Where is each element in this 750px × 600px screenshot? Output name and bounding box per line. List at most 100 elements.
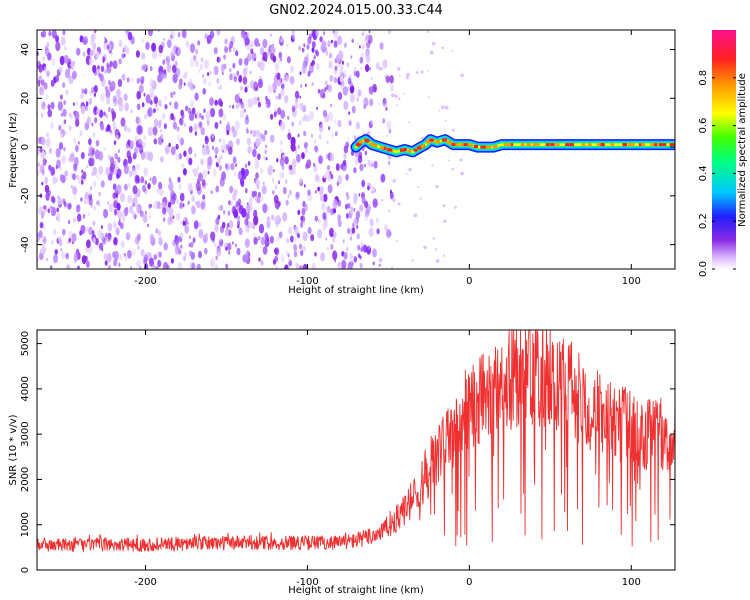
noise-speck: [199, 63, 203, 71]
noise-speck: [166, 39, 172, 49]
noise-speck: [324, 222, 326, 226]
noise-speck: [114, 153, 118, 160]
noise-speck: [170, 51, 175, 59]
noise-speck: [185, 40, 190, 48]
noise-speck: [442, 254, 445, 257]
noise-speck: [108, 154, 111, 160]
noise-speck: [224, 228, 230, 237]
noise-speck: [349, 236, 353, 241]
noise-speck: [228, 200, 231, 206]
noise-speck: [73, 163, 78, 172]
noise-speck: [327, 176, 331, 182]
noise-speck: [321, 40, 327, 50]
noise-speck: [189, 250, 193, 257]
signal-peak-mark: [610, 143, 615, 147]
noise-speck: [274, 184, 278, 190]
noise-speck: [249, 80, 255, 89]
noise-speck: [152, 265, 157, 269]
noise-speck: [187, 221, 189, 226]
noise-speck: [198, 221, 202, 228]
noise-speck: [69, 153, 75, 163]
noise-speck: [90, 157, 95, 166]
noise-speck: [286, 237, 290, 244]
noise-speck: [319, 36, 323, 43]
noise-speck: [112, 117, 115, 122]
noise-speck: [370, 162, 374, 168]
noise-speck: [189, 99, 195, 108]
noise-speck: [176, 134, 181, 142]
noise-speck: [247, 161, 251, 166]
noise-speck: [92, 230, 95, 235]
noise-speck: [176, 198, 179, 205]
noise-speck: [180, 220, 183, 224]
noise-speck: [90, 186, 93, 191]
noise-speck: [46, 70, 50, 77]
noise-speck: [451, 128, 455, 132]
noise-speck: [359, 163, 364, 172]
noise-speck: [235, 163, 238, 167]
noise-speck: [168, 182, 174, 192]
snr-series-line: [37, 330, 675, 553]
noise-speck: [231, 206, 236, 215]
signal-peak-mark: [382, 146, 387, 150]
noise-speck: [84, 88, 88, 95]
noise-speck: [204, 247, 208, 255]
noise-speck: [280, 57, 282, 62]
noise-speck: [445, 119, 447, 122]
noise-speck: [80, 197, 83, 202]
noise-speck: [273, 111, 277, 118]
snr-y-tick-label: 5000: [20, 331, 31, 356]
noise-speck: [272, 55, 277, 63]
noise-speck: [215, 154, 217, 159]
noise-speck: [337, 214, 341, 221]
noise-speck: [204, 33, 208, 40]
noise-speck: [202, 169, 208, 179]
noise-speck: [43, 225, 46, 230]
noise-speck: [333, 76, 338, 84]
snr-series: [37, 330, 675, 553]
noise-speck: [179, 117, 184, 126]
noise-speck: [182, 74, 184, 78]
noise-speck: [236, 247, 241, 256]
noise-speck: [199, 113, 202, 118]
noise-speck: [219, 100, 223, 107]
noise-speck: [51, 240, 54, 245]
noise-speck: [105, 167, 110, 176]
noise-speck: [158, 51, 162, 58]
noise-speck: [360, 241, 364, 247]
noise-speck: [370, 190, 375, 194]
noise-speck: [168, 185, 171, 189]
noise-speck: [166, 63, 172, 73]
noise-speck: [342, 86, 348, 96]
noise-speck: [96, 200, 99, 205]
noise-speck: [60, 36, 66, 46]
noise-speck: [46, 132, 49, 138]
noise-speck: [79, 130, 83, 136]
noise-speck: [139, 265, 142, 269]
noise-speck: [244, 163, 248, 169]
noise-speck: [246, 128, 249, 134]
noise-speck: [302, 62, 306, 68]
noise-speck: [40, 79, 45, 86]
signal-peak-mark: [407, 149, 412, 153]
noise-speck: [311, 47, 315, 53]
noise-speck: [92, 64, 97, 74]
noise-speck: [265, 103, 268, 109]
noise-speck: [294, 90, 300, 99]
snr-y-tick-label: 2000: [20, 467, 31, 492]
noise-speck: [259, 61, 265, 71]
noise-speck: [337, 219, 342, 228]
noise-speck: [62, 198, 66, 205]
noise-speck: [189, 111, 195, 121]
noise-speck: [361, 179, 366, 188]
noise-speck: [221, 71, 224, 76]
noise-speck: [249, 70, 252, 75]
noise-speck: [291, 158, 297, 168]
noise-speck: [86, 106, 89, 111]
noise-speck: [125, 232, 131, 241]
noise-speck: [221, 221, 226, 229]
noise-speck: [108, 80, 111, 86]
noise-speck: [147, 97, 151, 103]
noise-speck: [184, 71, 188, 79]
noise-speck: [280, 88, 285, 97]
